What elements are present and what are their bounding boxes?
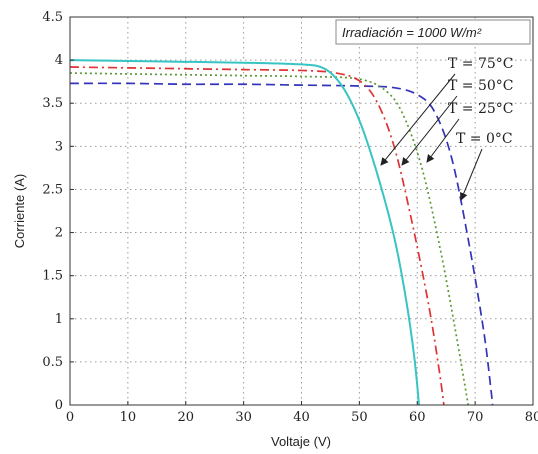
annotation-box	[335, 19, 531, 45]
legend-arrow-75c	[380, 73, 456, 166]
series-line	[69, 59, 420, 406]
x-tick-label: 80	[525, 410, 538, 425]
y-tick-label: 1	[55, 312, 63, 327]
legend-arrow-50c	[401, 95, 458, 166]
grid	[70, 17, 533, 405]
y-tick-label: 4	[55, 53, 63, 68]
y-axis-label: Corriente (A)	[12, 174, 27, 248]
y-tick-label: 4.5	[42, 10, 63, 25]
x-tick-label: 0	[66, 410, 74, 425]
x-tick-label: 70	[467, 410, 484, 425]
y-tick-label: 0	[55, 398, 63, 413]
legend-label-50c: T = 50°C	[448, 78, 514, 94]
tick-labels: 0 10 20 30 40 50 60 70 80 0 0.5 1 1.5 2 2.5 3 3.5 4 4.5	[42, 10, 538, 425]
plot-frame	[69, 16, 534, 406]
legend-arrow-25c	[426, 118, 460, 163]
irradiance-annotation: Irradiación = 1000 W/m²	[335, 19, 531, 45]
x-axis-label: Voltaje (V)	[271, 434, 331, 449]
series-line	[69, 72, 470, 406]
y-tick-label: 2	[55, 226, 63, 241]
annotation-text: Irradiación = 1000 W/m²	[342, 25, 482, 40]
legend-label-0c: T = 0°C	[456, 131, 513, 147]
legend-label-25c: T = 25°C	[448, 101, 514, 117]
series-line	[69, 82, 494, 406]
y-tick-label: 1.5	[42, 269, 63, 284]
x-tick-label: 50	[351, 410, 368, 425]
y-tick-label: 2.5	[42, 182, 63, 197]
x-tick-label: 60	[409, 410, 426, 425]
series-lines	[69, 59, 494, 406]
legend-arrow-0c	[459, 148, 483, 201]
x-tick-label: 20	[177, 410, 194, 425]
y-tick-label: 3.5	[42, 96, 63, 111]
series-line	[69, 66, 445, 406]
y-tick-label: 0.5	[42, 355, 63, 370]
legend-label-75c: T = 75°C	[448, 56, 514, 72]
x-tick-label: 40	[293, 410, 310, 425]
y-tick-label: 3	[55, 139, 63, 154]
x-tick-label: 10	[120, 410, 137, 425]
legend-labels: T = 75°C T = 50°C T = 25°C T = 0°C	[380, 56, 514, 201]
x-tick-label: 30	[235, 410, 252, 425]
